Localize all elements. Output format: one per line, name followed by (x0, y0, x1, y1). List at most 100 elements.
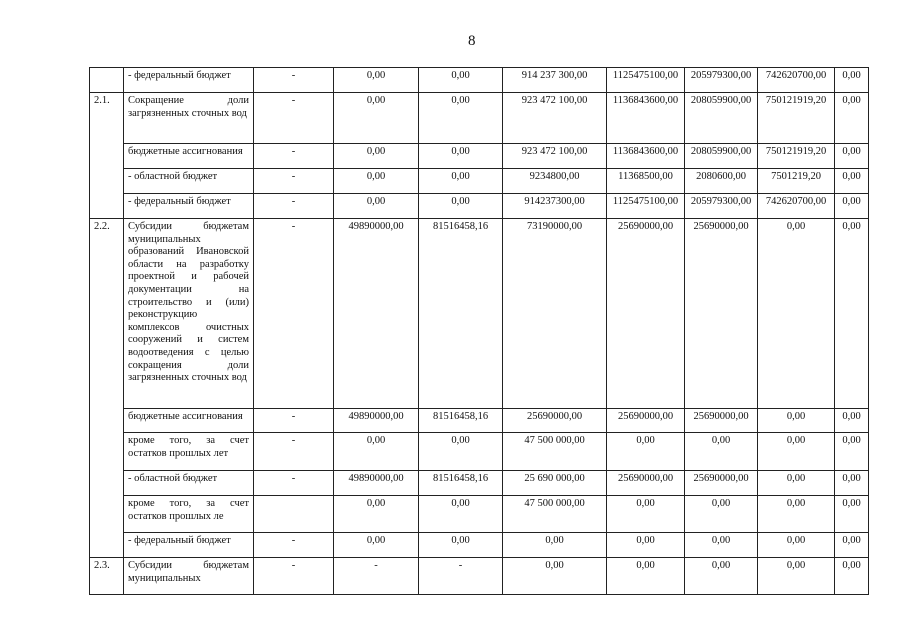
value-cell: 1136843600,00 (606, 143, 685, 169)
row-name: - областной бюджет (123, 470, 254, 496)
value-cell: - (253, 470, 334, 496)
value-cell: - (253, 92, 334, 144)
value-cell: 0,00 (333, 143, 419, 169)
table-row: 2.2. Субсидии бюджетам муниципальных обра… (89, 218, 869, 558)
row-name: Сокращение доли загрязненных сточных вод (123, 92, 254, 144)
value-cell: 0,00 (333, 193, 419, 219)
value-cell: 208059900,00 (684, 92, 758, 144)
value-cell: - (253, 532, 334, 558)
value-cell: 923 472 100,00 (502, 143, 607, 169)
value-cell: 0,00 (606, 557, 685, 595)
value-cell: 0,00 (333, 432, 419, 471)
value-cell: 0,00 (418, 432, 503, 471)
value-cell: 0,00 (834, 495, 869, 533)
row-name: - федеральный бюджет (123, 193, 254, 219)
row-name: кроме того, за счет остатков прошлых ле (123, 495, 254, 533)
table-row: 2.1. Сокращение доли загрязненных сточных… (89, 92, 869, 219)
value-cell: 25690000,00 (606, 470, 685, 496)
value-cell: 0,00 (418, 193, 503, 219)
value-cell: 750121919,20 (757, 92, 835, 144)
row-name: бюджетные ассигнования (123, 143, 254, 169)
value-cell: 0,00 (834, 218, 869, 409)
value-cell: 0,00 (606, 532, 685, 558)
value-cell: 0,00 (834, 557, 869, 595)
row-number: 2.1. (89, 92, 124, 219)
value-cell: 742620700,00 (757, 193, 835, 219)
value-cell: 25690000,00 (684, 470, 758, 496)
value-cell: 0,00 (684, 557, 758, 595)
value-cell: 0,00 (757, 218, 835, 409)
table-row: бюджетные ассигнования -49890000,00 815164… (90, 408, 869, 433)
value-cell: 0,00 (757, 495, 835, 533)
value-cell: 81516458,16 (418, 470, 503, 496)
value-cell: 0,00 (834, 143, 869, 169)
row-name: бюджетные ассигнования (123, 408, 254, 433)
row-name: кроме того, за счет остатков прошлых лет (123, 432, 254, 471)
value-cell: 0,00 (606, 495, 685, 533)
row-number: 2.2. (89, 218, 124, 558)
value-cell: 2080600,00 (684, 168, 758, 194)
table-row: - федеральный бюджет -0,00 0,00 0,00 0,00 0,0… (90, 532, 869, 558)
value-cell: 25690000,00 (502, 408, 607, 433)
value-cell: 1125475100,00 (606, 193, 685, 219)
page-number: 8 (468, 33, 476, 49)
value-cell: 0,00 (834, 92, 869, 144)
row-name: - федеральный бюджет (123, 532, 254, 558)
value-cell: - (253, 432, 334, 471)
value-cell: 1136843600,00 (606, 92, 685, 144)
value-cell: - (253, 408, 334, 433)
value-cell: 0,00 (834, 432, 869, 471)
value-cell: 0,00 (418, 143, 503, 169)
table-row: - федеральный бюджет -0,00 0,00 914237300,0… (90, 193, 869, 219)
table-row: кроме того, за счет остатков прошлых ле 0… (90, 495, 869, 533)
value-cell: 0,00 (502, 532, 607, 558)
value-cell: 0,00 (418, 92, 503, 144)
value-cell: 49890000,00 (333, 470, 419, 496)
value-cell: 0,00 (757, 432, 835, 471)
value-cell: 0,00 (502, 557, 607, 595)
value-cell: 742620700,00 (757, 67, 835, 93)
value-cell: 73190000,00 (502, 218, 607, 409)
value-cell: 47 500 000,00 (502, 495, 607, 533)
value-cell: 0,00 (418, 532, 503, 558)
value-cell: 0,00 (333, 92, 419, 144)
value-cell: - (333, 557, 419, 595)
row-name: Субсидии бюджетам муниципальных образова… (123, 218, 254, 409)
value-cell: - (253, 193, 334, 219)
value-cell: 9234800,00 (502, 168, 607, 194)
value-cell: 0,00 (333, 67, 419, 93)
value-cell: 0,00 (757, 557, 835, 595)
value-cell: 25 690 000,00 (502, 470, 607, 496)
value-cell: 914237300,00 (502, 193, 607, 219)
value-cell: 47 500 000,00 (502, 432, 607, 471)
value-cell: - (418, 557, 503, 595)
value-cell (253, 495, 334, 533)
table-row: 2.3. Субсидии бюджетам муниципальных - - -0,… (89, 557, 869, 595)
value-cell: 0,00 (684, 432, 758, 471)
value-cell: 25690000,00 (606, 218, 685, 409)
table-row: - областной бюджет -49890000,00 81516458,1… (90, 470, 869, 496)
value-cell: 49890000,00 (333, 218, 419, 409)
value-cell: 0,00 (757, 532, 835, 558)
value-cell: 0,00 (834, 168, 869, 194)
value-cell: 81516458,16 (418, 218, 503, 409)
value-cell: - (253, 143, 334, 169)
value-cell: 25690000,00 (606, 408, 685, 433)
value-cell: 0,00 (418, 168, 503, 194)
value-cell: - (253, 168, 334, 194)
row-name: - федеральный бюджет (123, 67, 254, 93)
value-cell: 0,00 (757, 470, 835, 496)
value-cell: 7501219,20 (757, 168, 835, 194)
row-number (89, 67, 124, 93)
value-cell: - (253, 67, 334, 93)
table-row: кроме того, за счет остатков прошлых лет… (90, 432, 869, 471)
value-cell: - (253, 557, 334, 595)
value-cell: 205979300,00 (684, 193, 758, 219)
value-cell: 914 237 300,00 (502, 67, 607, 93)
value-cell: 0,00 (684, 532, 758, 558)
value-cell: 0,00 (834, 532, 869, 558)
row-number: 2.3. (89, 557, 124, 595)
row-name: Субсидии бюджетам муниципальных (123, 557, 254, 595)
value-cell: 0,00 (834, 470, 869, 496)
value-cell: 0,00 (333, 495, 419, 533)
